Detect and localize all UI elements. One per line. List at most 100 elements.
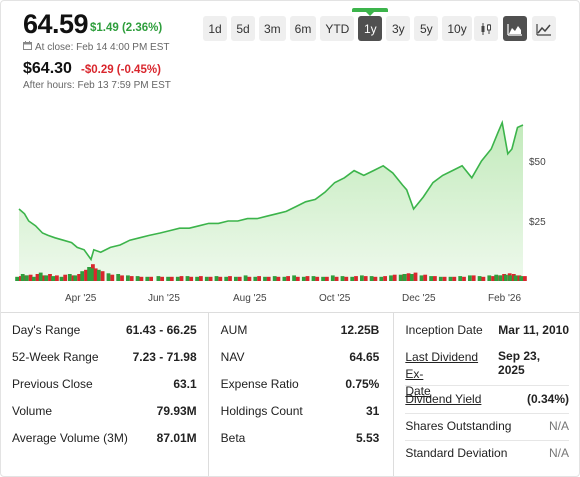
volume-bar-down: [363, 276, 368, 281]
mountain-chart-button[interactable]: [503, 16, 527, 41]
stat-52-week-range: 52-Week Range 7.23 - 71.98: [12, 350, 197, 364]
volume-bar-up: [263, 276, 267, 281]
row-divider: [405, 440, 570, 441]
last-price: 64.59: [23, 9, 89, 39]
stat-previous-close: Previous Close 63.1: [12, 377, 197, 391]
volume-bar-down: [452, 276, 457, 281]
range-5d-button[interactable]: 5d: [231, 16, 255, 41]
volume-bar-up: [234, 276, 238, 281]
volume-bar-down: [334, 276, 339, 281]
after-hours-timestamp: After hours: Feb 13 7:59 PM EST: [23, 80, 171, 91]
stat-average-volume: Average Volume (3M) 87.01M: [12, 431, 197, 445]
volume-bar-up: [429, 276, 433, 281]
volume-bar-down: [344, 276, 349, 281]
volume-bar-down: [423, 274, 428, 281]
volume-bar-up: [126, 275, 130, 281]
after-hours-price: $64.30: [23, 60, 72, 77]
range-1d-button[interactable]: 1d: [203, 16, 227, 41]
volume-bar-up: [73, 275, 78, 281]
volume-bar-up: [311, 276, 316, 281]
dividend-yield-link[interactable]: Dividend Yield: [405, 392, 482, 406]
last-dividend-link[interactable]: Last Dividend Ex- Date: [405, 350, 479, 398]
stats-column-trading: Day's Range 61.43 - 66.25 52-Week Range 7.…: [1, 313, 208, 476]
volume-bar-down: [129, 276, 134, 281]
volume-bar-up: [175, 276, 180, 281]
stats-column-info: Inception Date Mar 11, 2010 Last Dividend…: [393, 313, 579, 476]
range-10y-button[interactable]: 10y: [442, 16, 472, 41]
price-line: [18, 119, 524, 262]
volume-bar-down: [237, 276, 242, 281]
price-chart[interactable]: $50 $25: [1, 97, 579, 311]
line-chart-icon: [536, 23, 551, 36]
candlestick-chart-button[interactable]: [474, 16, 498, 41]
volume-bar-up: [67, 274, 72, 281]
volume-bar-up: [38, 272, 43, 281]
stat-nav: NAV 64.65: [220, 350, 380, 364]
range-1y-button[interactable]: 1y: [352, 8, 389, 41]
volume-bar-up: [419, 275, 424, 281]
volume-bar-up: [59, 276, 64, 281]
volume-bar-down: [169, 276, 174, 281]
volume-bar-down: [55, 275, 59, 281]
x-tick-label: Dec '25: [402, 293, 436, 304]
after-hours-change: -$0.29 (-0.45%): [81, 64, 161, 76]
volume-bar-up: [402, 274, 407, 281]
x-tick-label: Oct '25: [319, 293, 351, 304]
stat-dividend-yield: Dividend Yield (0.34%): [405, 392, 570, 406]
volume-bar-up: [145, 276, 150, 281]
key-stats: Day's Range 61.43 - 66.25 52-Week Range 7.…: [1, 312, 579, 476]
volume-bar-down: [413, 272, 418, 281]
range-3y-button[interactable]: 3y: [386, 16, 411, 41]
volume-bar-down: [295, 276, 300, 281]
volume-bar-down: [120, 275, 124, 281]
stat-inception-date: Inception Date Mar 11, 2010: [405, 323, 570, 337]
volume-bar-up: [468, 275, 472, 281]
stat-volume: Volume 79.93M: [12, 404, 197, 418]
volume-bar-down: [481, 276, 486, 281]
volume-bar-up: [409, 274, 414, 281]
volume-bar-up: [458, 276, 463, 281]
y-tick-label: $25: [529, 217, 546, 228]
volume-bar-down: [48, 274, 52, 281]
volume-bar-down: [491, 276, 495, 281]
volume-bar-down: [383, 276, 387, 281]
volume-bar-down: [218, 276, 223, 281]
volume-bar-up: [350, 276, 355, 281]
volume-bar-up: [185, 276, 190, 281]
volume-bar-up: [44, 275, 49, 281]
stat-beta: Beta 5.53: [220, 431, 380, 445]
volume-bar-down: [28, 274, 33, 281]
volume-bar-up: [519, 276, 523, 281]
quote-header: 64.59 $1.49 (2.36%) At close: Feb 14 4:0…: [1, 1, 579, 93]
volume-bar-down: [77, 274, 81, 281]
volume-bar-down: [149, 276, 153, 281]
volume-bar-up: [106, 273, 111, 281]
volume-bar-down: [63, 274, 68, 281]
range-5y-button[interactable]: 5y: [414, 16, 439, 41]
volume-bar-down: [305, 276, 310, 281]
volume-bar-up: [487, 275, 492, 281]
volume-bar-up: [243, 275, 248, 281]
volume-bar-up: [513, 275, 518, 281]
volume-bar-up: [438, 276, 443, 281]
volume-bar-down: [179, 276, 184, 281]
range-3m-button[interactable]: 3m: [259, 16, 286, 41]
volume-bar-down: [276, 276, 281, 281]
stat-shares-outstanding: Shares Outstanding N/A: [405, 419, 570, 433]
volume-bar-up: [80, 271, 85, 281]
volume-bar-up: [166, 276, 170, 281]
range-ytd-button[interactable]: YTD: [320, 16, 355, 41]
volume-bar-down: [100, 271, 105, 281]
volume-bar-up: [369, 276, 374, 281]
calendar-icon: [23, 41, 32, 53]
y-tick-label: $50: [529, 157, 546, 168]
volume-bar-up: [504, 274, 508, 281]
volume-bar-down: [35, 274, 40, 281]
volume-bar-up: [15, 276, 19, 281]
x-tick-label: Aug '25: [233, 293, 267, 304]
candlestick-chart-icon: [481, 22, 491, 35]
line-chart-button[interactable]: [532, 16, 556, 41]
volume-bar-up: [292, 275, 296, 281]
range-6m-button[interactable]: 6m: [289, 16, 317, 41]
volume-bar-up: [301, 276, 306, 281]
